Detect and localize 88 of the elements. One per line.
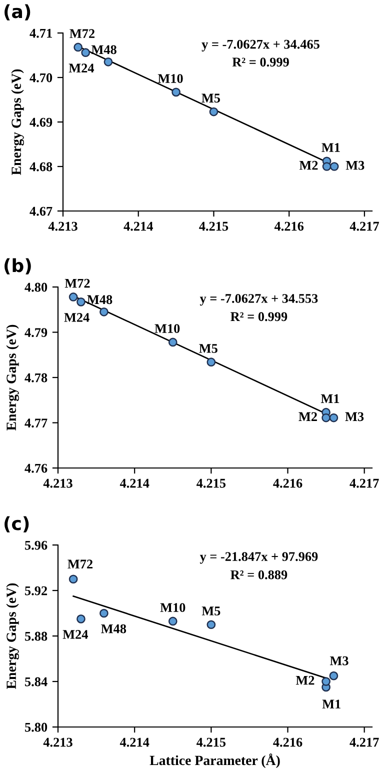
x-tick-label: 4.213: [43, 738, 72, 747]
y-tick-label: 4.71: [30, 28, 52, 38]
x-tick-label: 4.215: [196, 478, 226, 488]
point: [322, 677, 330, 686]
point: [68, 574, 78, 584]
annotation: M2: [299, 160, 318, 170]
y-tick-label: 5.96: [25, 540, 48, 550]
point: [322, 413, 330, 422]
chart-title: (a): [4, 4, 30, 20]
point: [168, 338, 178, 347]
chart-title: (c): [4, 516, 29, 532]
annotation: M5: [202, 94, 220, 103]
point: [206, 620, 216, 630]
point: [329, 413, 338, 422]
point: [329, 671, 338, 680]
annotation: M48: [101, 624, 126, 634]
y-tick-label: 5.92: [25, 586, 48, 596]
y-tick-label: 4.77: [24, 418, 48, 428]
annotation: M3: [345, 412, 364, 422]
point: [68, 292, 78, 302]
annotation: R² = 0.889: [230, 570, 288, 580]
x-tick-label: 4.214: [120, 478, 150, 488]
annotation: M72: [70, 29, 94, 38]
point: [209, 107, 218, 116]
annotation: M1: [322, 143, 340, 152]
annotation: M3: [346, 160, 364, 170]
point: [322, 162, 332, 171]
y-tick-label: 4.76: [24, 464, 48, 473]
annotation: R² = 0.999: [232, 58, 289, 67]
annotation: M24: [68, 64, 94, 72]
y-tick-label: 4.67: [30, 206, 52, 216]
y-axis-title: Energy Gaps (eV): [6, 324, 19, 430]
annotation: M24: [64, 313, 90, 322]
chart-title: (b): [4, 258, 31, 274]
x-tick-label: 4.215: [199, 222, 228, 231]
point: [76, 298, 86, 306]
y-axis-title: Energy Gaps (eV): [11, 69, 24, 175]
annotation: y = -21.847x + 97.969: [200, 552, 318, 564]
annotation: M10: [158, 74, 183, 83]
x-tick-label: 4.213: [48, 222, 78, 231]
annotation: M2: [298, 412, 317, 421]
annotation: M3: [330, 656, 348, 666]
y-tick-label: 5.84: [25, 677, 48, 686]
y-tick-label: 5.80: [25, 722, 48, 732]
y-tick-label: 4.79: [24, 328, 48, 338]
point: [76, 614, 86, 624]
point: [74, 42, 82, 52]
point: [81, 48, 90, 58]
point: [100, 307, 108, 316]
x-tick-label: 4.217: [350, 738, 379, 747]
annotation: M5: [202, 606, 220, 616]
point: [168, 616, 178, 626]
y-tick-label: 5.88: [25, 632, 48, 641]
annotation: y = -7.0627x + 34.553: [200, 294, 318, 306]
x-tick-label: 4.214: [120, 738, 150, 747]
annotation: M2: [296, 676, 314, 685]
y-tick-label: 4.69: [30, 118, 52, 127]
annotation: M10: [154, 324, 180, 334]
x-tick-label: 4.217: [350, 478, 379, 488]
annotation: M24: [62, 630, 88, 639]
x-tick-label: 4.215: [196, 738, 226, 747]
point: [330, 162, 339, 171]
point: [206, 358, 216, 367]
y-tick-label: 4.68: [30, 162, 52, 172]
annotation: M72: [64, 278, 90, 288]
annotation: R² = 0.999: [230, 312, 288, 322]
x-tick-label: 4.216: [273, 478, 302, 488]
annotation: M10: [160, 603, 186, 612]
y-axis-title: Energy Gaps (eV): [6, 583, 19, 689]
point: [104, 57, 113, 66]
point: [100, 608, 108, 618]
point: [172, 88, 180, 97]
x-tick-label: 4.216: [273, 738, 302, 747]
x-tick-label: 4.213: [43, 478, 72, 488]
annotation: M48: [87, 295, 112, 304]
x-tick-label: 4.217: [350, 222, 379, 231]
y-tick-label: 4.80: [24, 282, 48, 292]
y-tick-label: 4.78: [24, 373, 48, 382]
y-tick-label: 4.70: [30, 73, 52, 82]
annotation: M1: [322, 700, 340, 708]
annotation: M48: [91, 45, 116, 54]
annotation: M72: [68, 560, 93, 568]
x-axis-title: Lattice Parameter (Å): [150, 754, 280, 768]
annotation: M5: [199, 344, 218, 353]
annotation: M1: [320, 394, 340, 404]
x-tick-label: 4.216: [274, 222, 304, 231]
x-tick-label: 4.214: [124, 222, 153, 231]
annotation: y = -7.0627x + 34.465: [202, 40, 320, 52]
